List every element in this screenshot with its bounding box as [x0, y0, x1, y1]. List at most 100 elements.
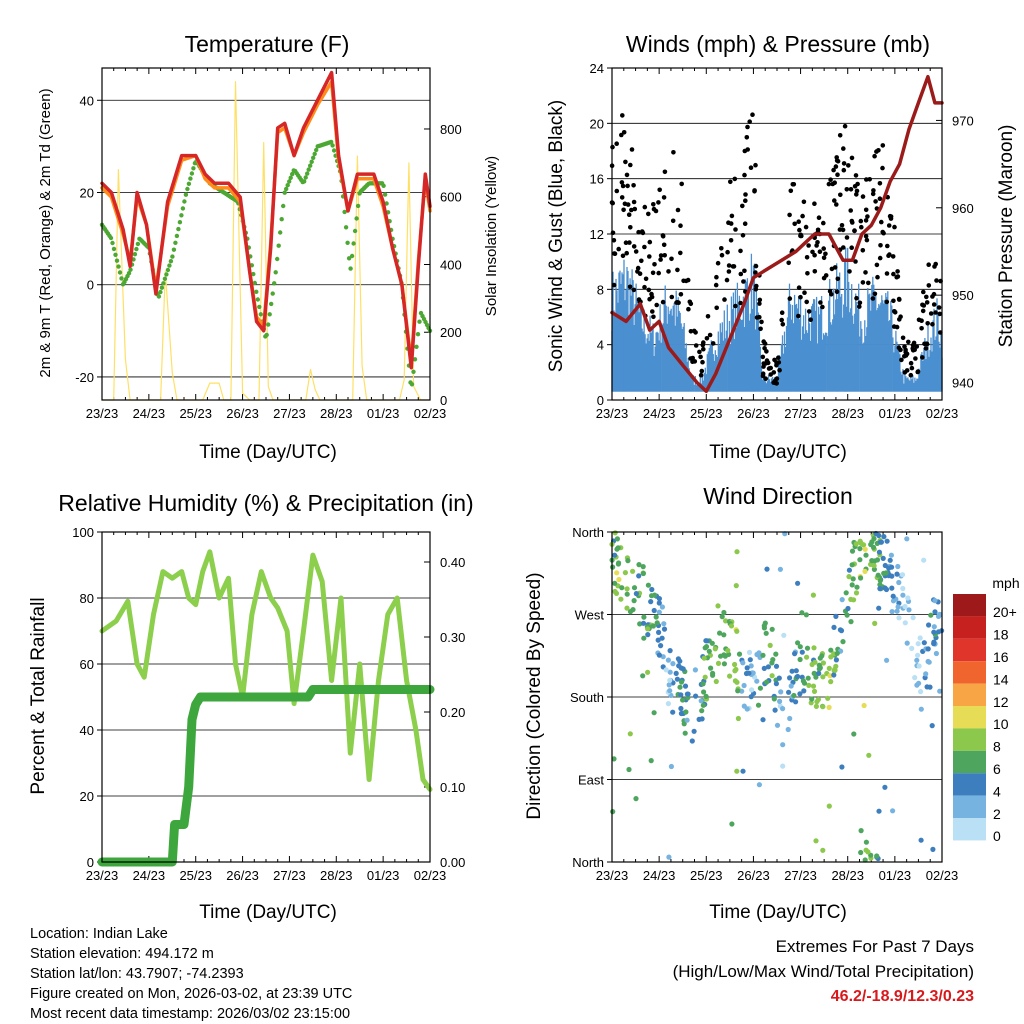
- point-gust: [835, 172, 840, 177]
- point-wind-direction: [761, 665, 767, 672]
- point-wind-direction: [723, 618, 729, 624]
- point-gust: [806, 309, 812, 314]
- point-wind-direction: [612, 552, 618, 558]
- point-wind-direction: [828, 647, 834, 653]
- point-gust: [623, 240, 629, 245]
- point-wind-direction: [715, 603, 721, 609]
- point-wind-direction: [630, 607, 636, 613]
- y2-tick-label: 960: [952, 201, 974, 216]
- y-tick-label: 12: [590, 227, 604, 242]
- point-wind-direction: [890, 808, 896, 814]
- point-wind-direction: [872, 620, 878, 627]
- point-gust: [701, 346, 706, 352]
- point-wind-direction: [658, 643, 664, 649]
- point-gust: [879, 219, 884, 225]
- point-wind-direction: [667, 669, 673, 675]
- point-dewpoint: [255, 297, 260, 302]
- point-gust: [830, 181, 835, 187]
- winds-ylabel: Sonic Wind & Gust (Blue, Black): [546, 100, 567, 372]
- point-wind-direction: [648, 599, 654, 605]
- winds-xlabel: Time (Day/UTC): [709, 442, 847, 463]
- point-wind-direction: [861, 702, 867, 709]
- point-gust: [931, 302, 937, 307]
- point-wind-direction: [863, 839, 870, 845]
- point-wind-direction: [700, 702, 706, 708]
- point-gust: [639, 229, 645, 234]
- x-tick-label: 23/23: [86, 868, 119, 883]
- y-tick-label: 8: [597, 282, 604, 297]
- point-wind-direction: [733, 666, 739, 673]
- point-wind-direction: [722, 653, 728, 659]
- point-dewpoint: [354, 216, 359, 221]
- point-gust: [898, 347, 903, 353]
- point-wind-direction: [904, 640, 910, 646]
- point-wind-direction: [645, 632, 651, 638]
- x-tick-label: 25/23: [179, 868, 212, 883]
- point-wind-direction: [810, 592, 817, 598]
- point-wind-direction: [871, 536, 877, 542]
- point-gust: [688, 329, 694, 334]
- point-wind-direction: [717, 630, 723, 636]
- point-wind-direction: [858, 828, 864, 834]
- point-gust: [653, 208, 659, 214]
- point-wind-direction: [828, 654, 834, 660]
- point-wind-direction: [889, 585, 895, 591]
- point-wind-direction: [710, 670, 716, 676]
- point-dewpoint: [156, 294, 162, 299]
- point-dewpoint: [257, 304, 262, 310]
- point-gust: [631, 244, 637, 249]
- point-wind-direction: [659, 604, 666, 610]
- point-wind-direction: [849, 562, 855, 568]
- point-wind-direction: [678, 692, 684, 698]
- point-wind-direction: [932, 598, 938, 604]
- point-gust: [818, 300, 823, 305]
- point-gust: [875, 274, 880, 280]
- point-gust: [623, 159, 628, 165]
- point-gust: [880, 229, 885, 235]
- point-gust: [884, 271, 890, 276]
- point-wind-direction: [678, 679, 685, 685]
- point-gust: [864, 237, 870, 243]
- point-gust: [912, 347, 917, 353]
- y-tick-label: -20: [75, 370, 94, 385]
- point-wind-direction: [741, 682, 747, 689]
- point-dewpoint: [117, 270, 123, 275]
- point-wind-direction: [858, 849, 864, 856]
- point-wind-direction: [760, 717, 766, 723]
- point-gust: [787, 296, 793, 301]
- point-gust: [910, 343, 916, 348]
- point-wind-direction: [866, 752, 872, 758]
- point-wind-direction: [732, 661, 738, 668]
- colorbar-swatch: [953, 773, 986, 796]
- point-gust: [743, 192, 748, 197]
- point-gust: [926, 262, 931, 268]
- point-wind-direction: [754, 678, 760, 684]
- point-gust: [675, 207, 681, 213]
- point-wind-direction: [850, 576, 856, 582]
- point-dewpoint: [273, 270, 278, 275]
- point-gust: [631, 287, 637, 293]
- point-gust: [849, 218, 855, 224]
- point-gust: [671, 150, 676, 155]
- point-wind-direction: [648, 758, 654, 764]
- point-gust: [892, 224, 897, 230]
- point-gust: [649, 291, 654, 297]
- point-wind-direction: [832, 667, 838, 673]
- point-gust: [832, 198, 837, 203]
- point-wind-direction: [641, 614, 647, 620]
- point-gust: [858, 218, 864, 224]
- point-dewpoint: [303, 175, 308, 180]
- point-gust: [610, 230, 616, 236]
- point-gust: [863, 207, 869, 213]
- y-tick-label: 20: [80, 186, 94, 201]
- point-wind-direction: [680, 666, 686, 672]
- point-gust: [722, 297, 727, 302]
- point-wind-direction: [858, 575, 864, 581]
- point-wind-direction: [618, 596, 624, 602]
- temperature-y2label: Solar Insolation (Yellow): [483, 156, 500, 316]
- series-solar-insolation: [101, 80, 431, 401]
- point-gust: [923, 346, 929, 351]
- series-relative-humidity: [99, 549, 433, 792]
- point-wind-direction: [773, 651, 779, 657]
- point-wind-direction: [870, 544, 877, 551]
